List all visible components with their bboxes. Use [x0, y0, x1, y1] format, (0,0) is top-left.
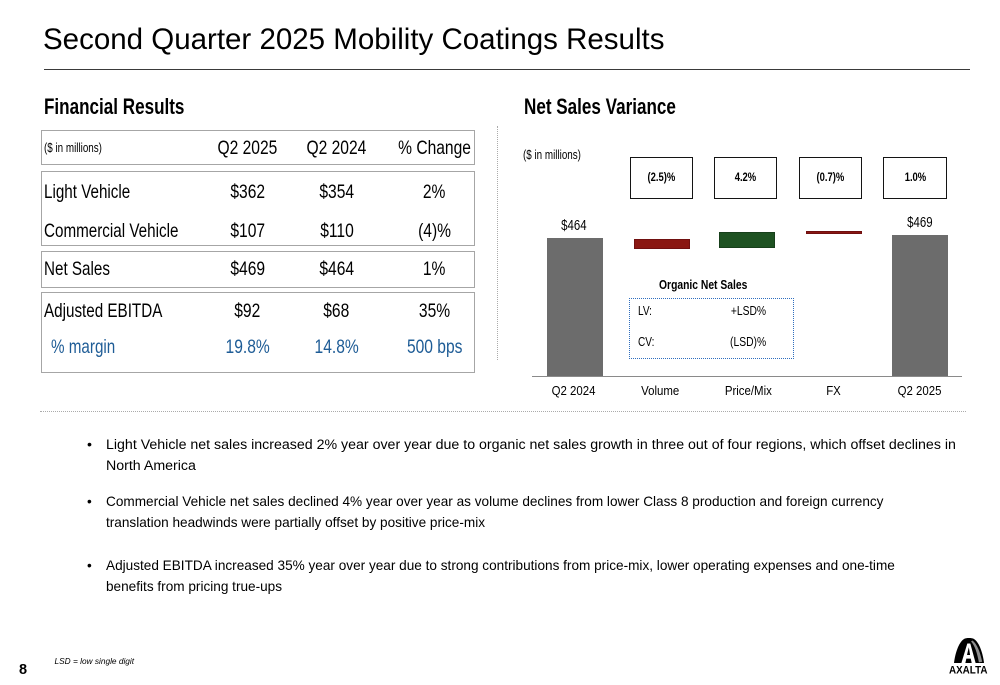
- svg-text:AXALTA: AXALTA: [949, 665, 988, 677]
